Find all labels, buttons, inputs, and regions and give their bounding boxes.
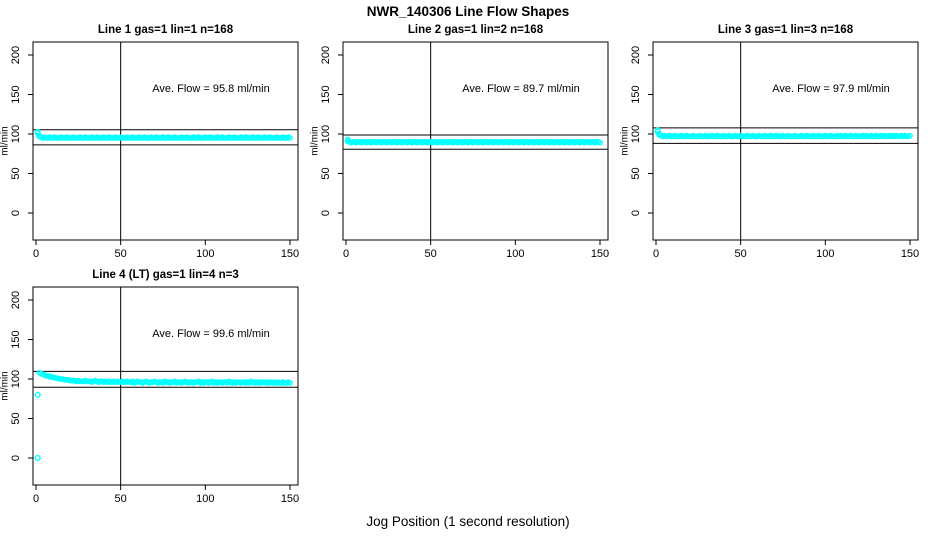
subplot-line-3: 0 50 100 150 0 50 100 150 200 Line 3 gas=1 lin=3 … — [620, 20, 928, 273]
y-tick-label: 200 — [10, 291, 22, 309]
x-tick-label: 50 — [115, 493, 127, 505]
x-tick-label: 100 — [816, 248, 834, 260]
subplot-line-2: 0 50 100 150 0 50 100 150 200 Line 2 gas=1 lin=2 … — [310, 20, 618, 273]
y-tick-label: 100 — [630, 125, 642, 143]
subplot-title: Line 3 gas=1 lin=3 n=168 — [718, 24, 854, 36]
y-tick-label: 100 — [320, 125, 332, 143]
data-point — [656, 131, 663, 138]
y-tick-label: 150 — [10, 85, 22, 103]
y-axis-label: ml/min — [620, 126, 631, 155]
subplot-line-4: 0 50 100 150 0 50 100 150 200 Line 4 (LT) gas=1 l… — [0, 265, 308, 518]
x-tick-label: 0 — [343, 248, 349, 260]
y-tick-label: 50 — [10, 167, 22, 179]
data-point — [34, 391, 41, 398]
y-tick-label: 100 — [10, 370, 22, 388]
data-point — [34, 454, 41, 462]
x-tick-label: 50 — [425, 248, 437, 260]
y-tick-label: 50 — [320, 167, 332, 179]
y-tick-label: 100 — [10, 125, 22, 143]
y-axis-label: ml/min — [0, 126, 11, 155]
data-point — [36, 133, 43, 140]
figure-title: NWR_140306 Line Flow Shapes — [366, 4, 570, 19]
y-tick-label: 200 — [10, 46, 22, 64]
subplot-title: Line 2 gas=1 lin=2 n=168 — [408, 24, 544, 36]
y-tick-label: 50 — [10, 412, 22, 424]
chart-canvas-line-1: 0 50 100 150 0 50 100 150 200 Line 1 gas=1 lin=1 … — [0, 24, 299, 260]
x-tick-label: 50 — [735, 248, 747, 260]
y-tick-label: 0 — [630, 210, 642, 216]
x-tick-label: 100 — [506, 248, 524, 260]
y-tick-label: 200 — [630, 46, 642, 64]
chart-canvas-line-2: 0 50 100 150 0 50 100 150 200 Line 2 gas=1 lin=2 … — [310, 24, 610, 260]
x-tick-label: 150 — [281, 248, 299, 260]
x-tick-label: 0 — [33, 248, 39, 260]
y-tick-label: 150 — [10, 330, 22, 348]
average-flow-annotation: Ave. Flow = 97.9 ml/min — [772, 83, 889, 95]
y-tick-label: 0 — [320, 210, 332, 216]
y-tick-label: 150 — [630, 85, 642, 103]
y-axis-label: ml/min — [310, 126, 321, 155]
x-tick-label: 150 — [901, 248, 919, 260]
data-point — [907, 132, 913, 139]
x-tick-label: 50 — [115, 248, 127, 260]
x-tick-label: 150 — [591, 248, 609, 260]
plot-box — [652, 41, 919, 241]
y-tick-label: 0 — [10, 455, 22, 461]
average-flow-annotation: Ave. Flow = 99.6 ml/min — [152, 328, 269, 340]
x-tick-label: 100 — [196, 493, 214, 505]
plot-box — [342, 41, 609, 241]
y-tick-label: 0 — [10, 210, 22, 216]
y-tick-label: 150 — [320, 85, 332, 103]
data-point — [344, 138, 351, 145]
y-tick-label: 200 — [320, 46, 332, 64]
y-tick-label: 50 — [630, 167, 642, 179]
data-point — [287, 380, 293, 386]
average-flow-annotation: Ave. Flow = 95.8 ml/min — [152, 83, 269, 95]
average-flow-annotation: Ave. Flow = 89.7 ml/min — [462, 83, 579, 95]
x-tick-label: 0 — [653, 248, 659, 260]
x-tick-label: 150 — [281, 493, 299, 505]
x-tick-label: 0 — [33, 493, 39, 505]
chart-canvas-line-3: 0 50 100 150 0 50 100 150 200 Line 3 gas=1 lin=3 … — [620, 24, 920, 260]
plot-box — [32, 41, 299, 241]
data-point — [287, 135, 293, 141]
shared-x-axis-label: Jog Position (1 second resolution) — [366, 514, 570, 529]
chart-canvas-line-4: 0 50 100 150 0 50 100 150 200 Line 4 (LT) gas=1 l… — [0, 269, 299, 505]
subplot-title: Line 1 gas=1 lin=1 n=168 — [98, 24, 234, 36]
data-point — [597, 139, 603, 146]
x-tick-label: 100 — [196, 248, 214, 260]
subplot-line-1: 0 50 100 150 0 50 100 150 200 Line 1 gas=1 lin=1 … — [0, 20, 308, 273]
subplot-title: Line 4 (LT) gas=1 lin=4 n=3 — [92, 269, 238, 281]
y-axis-label: ml/min — [0, 371, 11, 400]
plot-box — [32, 286, 299, 486]
